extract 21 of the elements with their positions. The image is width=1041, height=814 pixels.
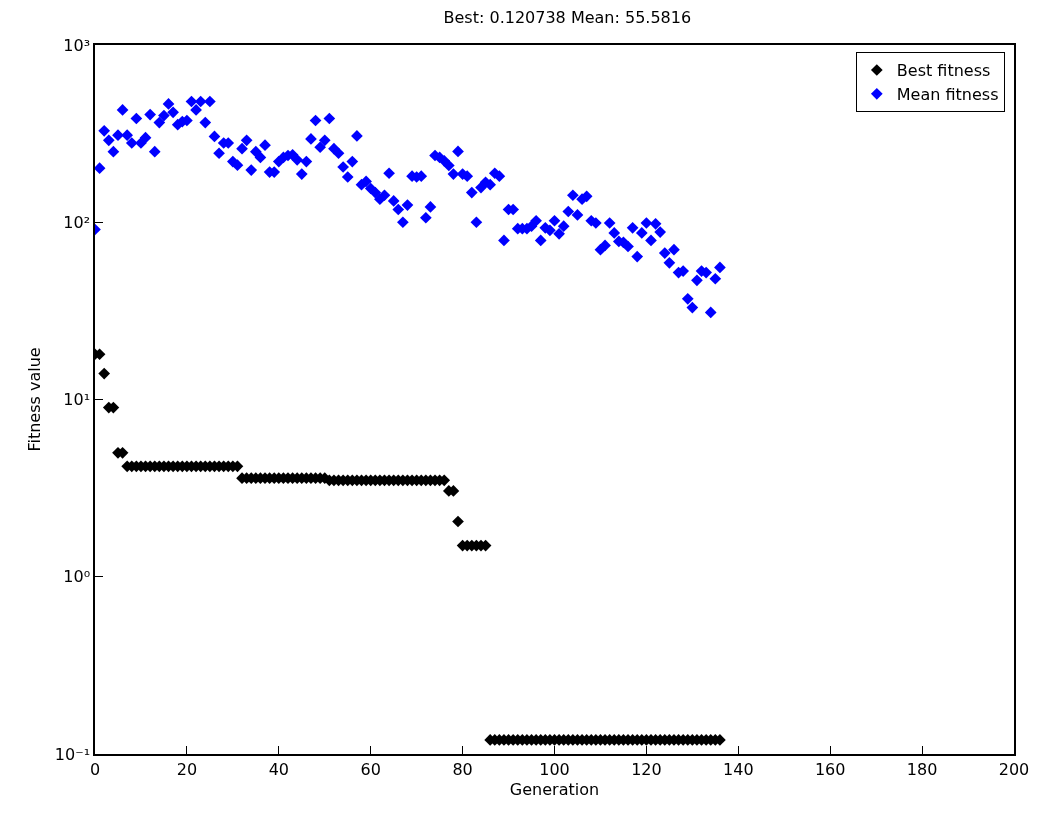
- y-tick-label: 10¹: [63, 390, 91, 410]
- legend-label: Best fitness: [896, 61, 991, 81]
- x-tick-label: 0: [89, 759, 101, 779]
- x-tick-label: 120: [631, 759, 662, 779]
- x-tick-label: 60: [360, 759, 381, 779]
- y-tick-label: 10³: [63, 35, 91, 55]
- x-tick-label: 20: [176, 759, 198, 779]
- legend-label: Mean fitness: [896, 85, 999, 105]
- x-tick-label: 200: [998, 759, 1030, 779]
- x-tick-label: 140: [723, 759, 754, 779]
- y-tick-label: 10²: [63, 212, 91, 232]
- y-tick-label: 10⁰: [63, 567, 91, 587]
- x-tick-label: 80: [452, 759, 473, 779]
- y-axis-title: Fitness value: [25, 347, 45, 452]
- y-tick-label: 10⁻¹: [54, 744, 91, 764]
- x-tick-label: 100: [539, 759, 570, 779]
- x-axis-title: Generation: [509, 780, 600, 800]
- x-tick-label: 40: [268, 759, 289, 779]
- x-tick-label: 160: [814, 759, 846, 779]
- x-tick-label: 180: [906, 759, 938, 779]
- chart-title: Best: 0.120738 Mean: 55.5816: [443, 8, 692, 28]
